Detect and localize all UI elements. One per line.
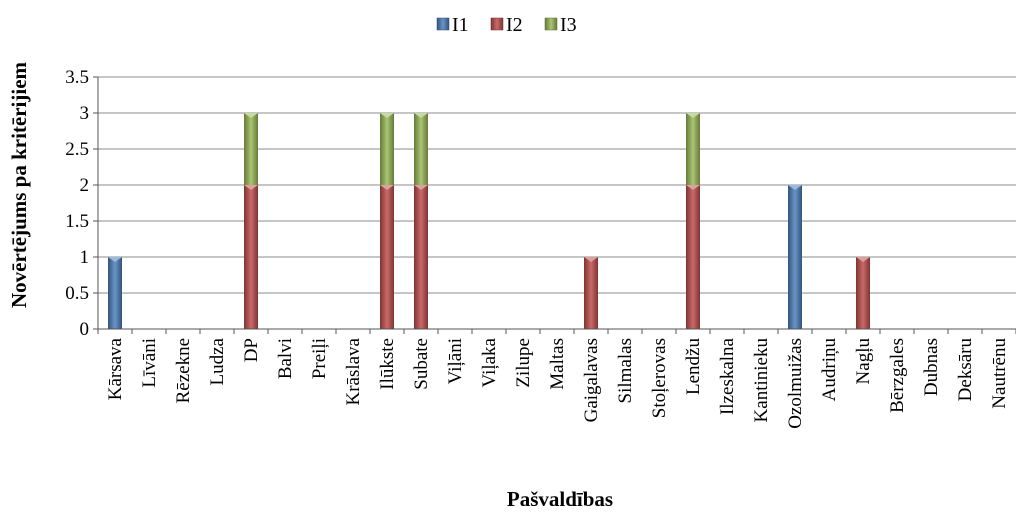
legend-label-i1: I1 [452,14,469,36]
bar-cap [584,257,598,262]
bars [108,113,870,329]
bar-cap [788,185,802,190]
x-tick-label: Preiļi [309,338,330,379]
x-tick-label: Stoļerovas [649,338,670,418]
bar-cap [856,257,870,262]
y-tick-label: 1.5 [65,211,89,232]
x-tick-label: Gaigalavas [581,338,602,422]
bar-cap [414,113,428,118]
legend: I1 I2 I3 [436,14,577,36]
y-tick-label: 1 [80,247,90,268]
x-tick-label: Maltas [547,338,568,390]
bar-i2-9 [414,185,428,329]
y-tick-label: 0 [80,319,90,340]
bar-cap [244,113,258,118]
x-tick-label: Ilūkste [377,338,398,390]
y-axis-ticks: 0 0.5 1 1.5 2 2.5 3 3.5 [65,67,98,340]
x-tick-label: Audriņu [819,338,840,402]
x-tick-label: Viļāni [445,338,466,384]
x-tick-label: Kārsava [105,337,126,400]
x-tick-label: Dubnas [921,338,942,396]
x-tick-label: Nautrēnu [989,338,1010,409]
bar-cap [414,185,428,190]
bar-cap [380,113,394,118]
x-tick-label: Krāslava [343,337,364,405]
y-tick-label: 0.5 [65,283,89,304]
bar-i2-17 [686,185,700,329]
x-tick-label: Kantinieku [751,338,772,423]
legend-label-i3: I3 [560,14,577,36]
legend-swatch-i3 [544,17,558,31]
bar-i2-22 [856,257,870,329]
bar-cap [686,113,700,118]
legend-swatch-i2 [490,17,504,31]
x-tick-label: Zilupe [513,338,534,388]
x-tick-label: Ludza [207,337,228,385]
y-axis-title: Novērtējums pa kritērijiem [7,61,31,308]
bar-cap [380,185,394,190]
x-tick-label: Silmalas [615,338,636,403]
y-tick-label: 3 [80,103,90,124]
x-tick-label: Deksāru [955,338,976,402]
x-axis-title: Pašvaldības [507,487,613,511]
x-tick-label: Ilzeskalna [717,337,738,415]
legend-label-i2: I2 [506,14,523,36]
bar-i2-4 [244,185,258,329]
bar-i3-17 [686,113,700,185]
bar-cap [686,185,700,190]
bar-cap [108,257,122,262]
legend-swatch-i1 [436,17,450,31]
x-tick-label: DP [241,338,262,362]
x-tick-label: Viļaka [479,337,500,387]
x-tick-label: Balvi [275,338,296,379]
x-tick-label: Lendžu [683,338,704,395]
bar-i3-4 [244,113,258,185]
x-tick-label: Bērzgales [887,338,908,413]
bar-i2-8 [380,185,394,329]
x-tick-label: Nagļu [853,338,874,385]
bar-i2-14 [584,257,598,329]
x-tick-label: Subate [411,338,432,390]
y-tick-label: 2.5 [65,139,89,160]
gridlines [98,76,1016,294]
bar-i3-8 [380,113,394,185]
x-tick-label: Līvāni [139,338,160,388]
x-tick-label: Rēzekne [173,338,194,403]
x-tick-label: Ozolmuižas [785,338,806,429]
bar-i1-20 [788,185,802,329]
bar-cap [244,185,258,190]
x-axis-ticks: Kārsava Līvāni Rēzekne Ludza DP Balvi Preiļi Kr… [97,329,1016,429]
y-tick-label: 3.5 [65,67,89,88]
y-tick-label: 2 [80,175,90,196]
bar-i1-0 [108,257,122,329]
bar-i3-9 [414,113,428,185]
